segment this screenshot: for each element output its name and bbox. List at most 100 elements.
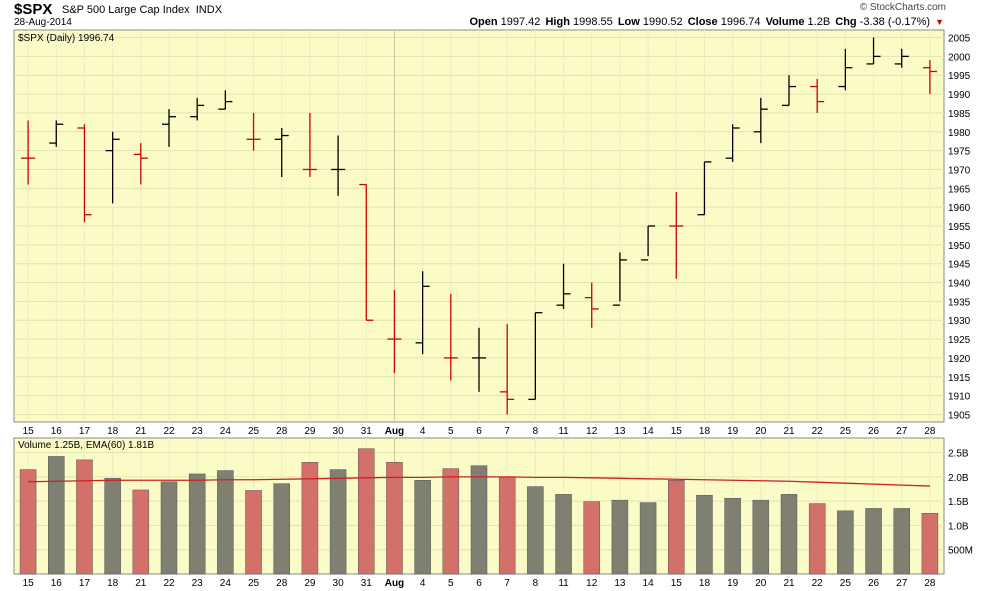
price-tick-label: 1945 xyxy=(948,260,971,271)
volume-bar xyxy=(442,468,460,575)
volume-bar xyxy=(329,469,347,575)
volume-bar xyxy=(893,508,910,575)
price-tick-label: 1975 xyxy=(948,147,971,158)
date-tick-label: 15 xyxy=(23,426,35,437)
date-tick-label: 21 xyxy=(783,578,795,589)
volume-tick-label: 1.0B xyxy=(948,521,969,532)
date-tick-label: 13 xyxy=(614,578,626,589)
brand-logo[interactable]: © StockCharts.com xyxy=(859,2,946,13)
volume-bar xyxy=(611,499,629,575)
ohlc-bar xyxy=(894,48,909,68)
open-label: Open xyxy=(469,16,498,28)
volume-bar xyxy=(76,459,93,575)
date-tick-label: 6 xyxy=(476,578,482,589)
volume-bar xyxy=(696,495,713,575)
volume-tick-label: 1.5B xyxy=(948,497,969,508)
date-tick-label: 26 xyxy=(868,578,880,589)
volume-bar xyxy=(639,502,657,575)
date-tick-label: 11 xyxy=(558,578,569,589)
low-label: Low xyxy=(617,16,640,28)
ohlc-bar xyxy=(866,37,881,65)
open-value: 1997.42 xyxy=(500,16,541,28)
ohlc-bar xyxy=(133,143,148,185)
date-tick-label: 12 xyxy=(586,426,598,437)
ohlc-bar xyxy=(838,48,853,91)
price-tick-label: 1955 xyxy=(948,222,971,233)
date-tick-label: 28 xyxy=(924,578,936,589)
volume-bar xyxy=(245,490,262,575)
high-label: High xyxy=(545,16,570,28)
ohlc-bar xyxy=(922,60,937,95)
ohlc-bar xyxy=(77,124,92,223)
volume-bar xyxy=(132,489,150,575)
price-tick-label: 1990 xyxy=(948,90,971,101)
ohlc-bar xyxy=(472,327,486,392)
date-tick-label: Aug xyxy=(385,426,404,437)
ohlc-bar xyxy=(190,97,205,121)
price-tick-label: 1960 xyxy=(948,203,971,214)
date-tick-label: 13 xyxy=(614,426,626,437)
ohlc-bar xyxy=(21,120,36,185)
ohlc-bar xyxy=(218,90,233,110)
price-tick-label: 1910 xyxy=(948,392,971,403)
price-tick-label: 2000 xyxy=(948,52,971,63)
date-tick-label: 25 xyxy=(248,426,260,437)
date-tick-label: 29 xyxy=(304,426,316,437)
date-tick-label: 25 xyxy=(840,578,852,589)
date-tick-label: 11 xyxy=(558,426,569,437)
volume-bar xyxy=(301,462,319,575)
price-tick-label: 1920 xyxy=(948,354,971,365)
date-tick-label: 24 xyxy=(220,578,232,589)
ohlc-bar xyxy=(500,324,515,415)
date-tick-label: 23 xyxy=(192,426,204,437)
ohlc-bar xyxy=(162,109,176,147)
volume-value: 1.2B xyxy=(807,16,831,28)
date-tick-label: 20 xyxy=(755,578,767,589)
security-name-text: S&P 500 Large Cap Index xyxy=(62,4,190,16)
volume-bar xyxy=(358,448,375,575)
date-tick-label: 15 xyxy=(671,578,683,589)
date-tick-label: 7 xyxy=(504,578,510,589)
date-tick-label: 28 xyxy=(276,426,288,437)
date-tick-label: 20 xyxy=(755,426,767,437)
chart-header: $SPX S&P 500 Large Cap Index INDX 28-Aug… xyxy=(0,0,990,30)
volume-legend: Volume 1.25B, EMA(60) 1.81B xyxy=(18,440,155,451)
volume-tick-label: 2.5B xyxy=(948,449,969,460)
chg-label: Chg xyxy=(835,16,857,28)
ohlc-bar xyxy=(49,120,64,147)
date-tick-label: 22 xyxy=(812,578,824,589)
price-tick-label: 1980 xyxy=(948,128,971,139)
down-arrow-icon: ▼ xyxy=(935,17,944,27)
ohlc-bar xyxy=(641,225,656,261)
price-tick-label: 1970 xyxy=(948,165,971,176)
volume-bar xyxy=(583,501,600,575)
ema60-line xyxy=(28,476,930,487)
date-tick-label: 30 xyxy=(333,578,345,589)
ohlc-bar xyxy=(246,112,261,151)
ohlc-bar xyxy=(697,161,712,216)
date-tick-label: 12 xyxy=(586,578,598,589)
date-tick-label: 25 xyxy=(840,426,852,437)
date-tick-label: 31 xyxy=(361,426,373,437)
date-tick-label: 16 xyxy=(51,578,63,589)
price-tick-label: 1935 xyxy=(948,297,971,308)
volume-bar xyxy=(668,480,685,575)
date-tick-label: 15 xyxy=(23,578,35,589)
volume-bar xyxy=(160,481,178,575)
date-tick-label: 19 xyxy=(727,578,739,589)
exchange: INDX xyxy=(195,4,223,16)
ohlc-bar xyxy=(725,124,740,162)
date-tick-label: 18 xyxy=(107,578,119,589)
price-tick-label: 1905 xyxy=(948,410,971,421)
date-tick-label: 14 xyxy=(643,578,655,589)
ohlc-bar xyxy=(443,293,458,381)
ohlc-bar xyxy=(359,183,374,321)
price-tick-label: 1930 xyxy=(948,316,971,327)
date-tick-label: 8 xyxy=(533,578,539,589)
ohlc-bar xyxy=(753,97,768,144)
volume-bar xyxy=(921,513,939,575)
date-tick-label: 28 xyxy=(276,578,288,589)
price-tick-label: 2005 xyxy=(948,34,971,45)
quote-date: 28-Aug-2014 xyxy=(14,17,72,28)
volume-bar xyxy=(808,503,826,575)
